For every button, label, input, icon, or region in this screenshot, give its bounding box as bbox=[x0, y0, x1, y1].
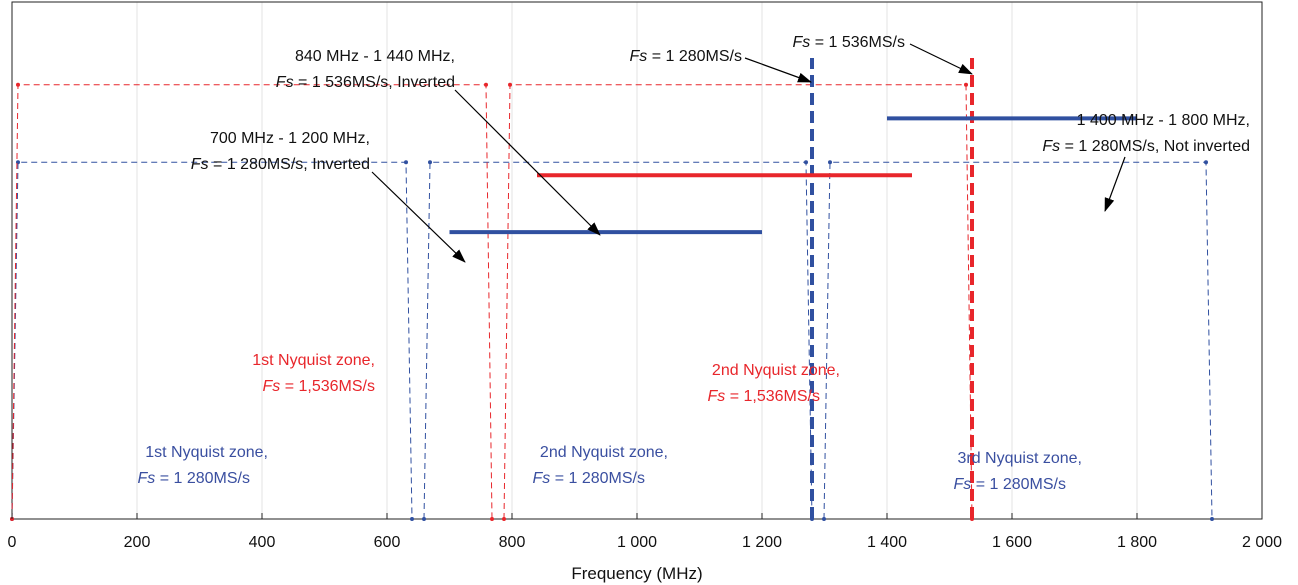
zone-corner-marker bbox=[484, 82, 488, 87]
zone-corner-marker bbox=[16, 82, 20, 87]
nyquist-zone-layer bbox=[10, 82, 1214, 521]
zone-corner-marker bbox=[804, 160, 808, 165]
x-tick-label: 800 bbox=[499, 534, 526, 551]
label-zone1-red-line1: 1st Nyquist zone, bbox=[252, 352, 375, 369]
label-zone2-red-line1: 2nd Nyquist zone, bbox=[712, 362, 840, 379]
arrow-fs1536 bbox=[909, 43, 973, 75]
x-tick-label: 600 bbox=[374, 534, 401, 551]
zone-corner-marker bbox=[502, 517, 506, 521]
zone-corner-marker bbox=[404, 160, 408, 165]
zone-corner-marker bbox=[422, 517, 426, 521]
grid-layer bbox=[11, 2, 1263, 519]
x-axis-ticks: 0 200 400 600 800 1 000 1 200 1 400 1 600 1 800 2 … bbox=[8, 513, 1282, 551]
zone-corner-marker bbox=[428, 160, 432, 165]
x-tick-label: 1 400 bbox=[867, 534, 907, 551]
label-band-840-line2: Fs = 1 536MS/s, Inverted bbox=[276, 74, 455, 91]
nyquist-zone-outline bbox=[11, 161, 413, 520]
nyquist-zone-outline bbox=[423, 161, 813, 520]
zone-corner-marker bbox=[828, 160, 832, 165]
label-band-700-line2: Fs = 1 280MS/s, Inverted bbox=[191, 156, 370, 173]
x-tick-label: 1 800 bbox=[1117, 534, 1157, 551]
nyquist-zone-outline bbox=[823, 161, 1213, 520]
zone-corner-marker bbox=[1204, 160, 1208, 165]
zone-corner-marker bbox=[822, 517, 826, 521]
x-tick-label: 1 200 bbox=[742, 534, 782, 551]
arrow-band-700 bbox=[371, 171, 466, 263]
x-tick-label: 1 000 bbox=[617, 534, 657, 551]
x-tick-label: 1 600 bbox=[992, 534, 1032, 551]
nyquist-zone-outline bbox=[503, 84, 973, 520]
x-tick-label: 200 bbox=[124, 534, 151, 551]
zone-corner-marker bbox=[508, 82, 512, 87]
arrow-fs1280 bbox=[744, 57, 812, 83]
label-fs1536: Fs = 1 536MS/s bbox=[793, 34, 906, 51]
x-tick-label: 2 000 bbox=[1242, 534, 1282, 551]
label-band-1400-line1: 1 400 MHz - 1 800 MHz, bbox=[1077, 112, 1250, 129]
label-zone3-blue-line2: Fs = 1 280MS/s bbox=[954, 476, 1067, 493]
zone-corner-marker bbox=[490, 517, 494, 521]
label-band-700-line1: 700 MHz - 1 200 MHz, bbox=[210, 130, 370, 147]
label-zone1-red-line2: Fs = 1,536MS/s bbox=[263, 378, 376, 395]
zone-corner-marker bbox=[410, 517, 414, 521]
label-band-1400-line2: Fs = 1 280MS/s, Not inverted bbox=[1042, 138, 1250, 155]
label-zone1-blue-line1: 1st Nyquist zone, bbox=[145, 444, 268, 461]
label-zone1-blue-line2: Fs = 1 280MS/s bbox=[138, 470, 251, 487]
label-fs1280: Fs = 1 280MS/s bbox=[630, 48, 743, 65]
label-zone2-red-line2: Fs = 1,536MS/s bbox=[708, 388, 821, 405]
zone-corner-marker bbox=[1210, 517, 1214, 521]
band-layer bbox=[449, 116, 1137, 235]
arrow-band-840 bbox=[454, 89, 601, 236]
zone-corner-marker bbox=[964, 82, 968, 87]
x-axis-label: Frequency (MHz) bbox=[571, 564, 702, 583]
label-zone2-blue-line2: Fs = 1 280MS/s bbox=[533, 470, 646, 487]
x-tick-label: 400 bbox=[249, 534, 276, 551]
label-band-840-line1: 840 MHz - 1 440 MHz, bbox=[295, 48, 455, 65]
label-zone3-blue-line1: 3rd Nyquist zone, bbox=[957, 450, 1082, 467]
arrow-band-1400 bbox=[1104, 156, 1126, 212]
x-tick-label: 0 bbox=[8, 534, 17, 551]
label-zone2-blue-line1: 2nd Nyquist zone, bbox=[540, 444, 668, 461]
sample-rate-layer bbox=[810, 58, 974, 519]
